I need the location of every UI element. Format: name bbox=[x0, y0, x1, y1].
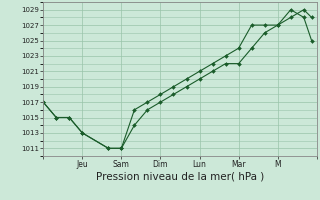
X-axis label: Pression niveau de la mer( hPa ): Pression niveau de la mer( hPa ) bbox=[96, 172, 264, 182]
